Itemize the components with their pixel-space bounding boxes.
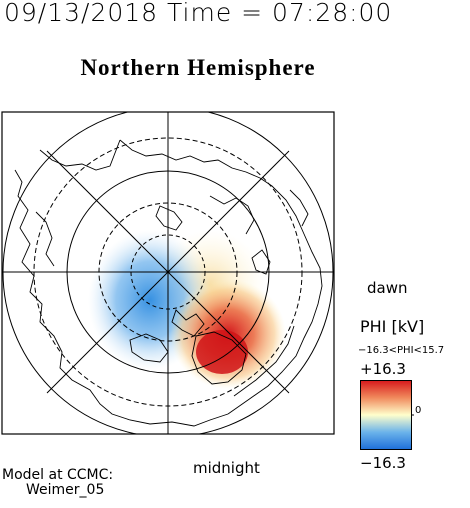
colorbar-range: −16.3<PHI<15.7 <box>358 345 445 356</box>
timestamp: 09/13/2018 Time = 07:28:00 <box>4 0 393 27</box>
colorbar-title: PHI [kV] <box>360 317 425 336</box>
map-frame <box>1 111 335 435</box>
model-credit: Model at CCMC: Weimer_05 <box>2 468 113 498</box>
polar-map <box>1 111 335 435</box>
model-credit-line1: Model at CCMC: <box>2 467 114 483</box>
colorbar-max-label: +16.3 <box>360 360 406 378</box>
model-credit-line2: Weimer_05 <box>26 482 105 498</box>
colorbar <box>360 380 414 450</box>
map-title: Northern Hemisphere <box>80 55 316 80</box>
meridians <box>2 112 334 434</box>
dawn-label: dawn <box>367 279 408 297</box>
colorbar-zero-label: 0 <box>415 405 422 416</box>
colorbar-min-label: −16.3 <box>360 454 406 472</box>
midnight-label: midnight <box>193 459 260 477</box>
potential-field <box>88 230 286 389</box>
